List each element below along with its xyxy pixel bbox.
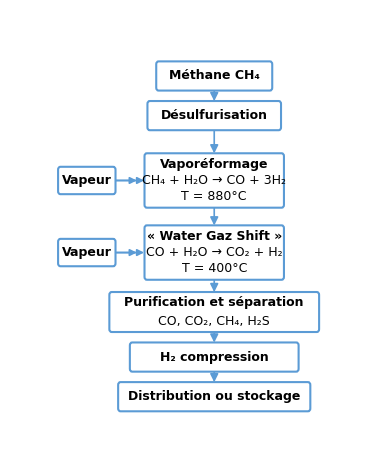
FancyBboxPatch shape bbox=[109, 292, 319, 332]
Text: T = 400°C: T = 400°C bbox=[181, 262, 247, 275]
FancyBboxPatch shape bbox=[58, 167, 116, 194]
FancyBboxPatch shape bbox=[118, 382, 310, 411]
FancyArrowPatch shape bbox=[116, 250, 135, 256]
FancyArrowPatch shape bbox=[116, 178, 142, 183]
Text: « Water Gaz Shift »: « Water Gaz Shift » bbox=[147, 230, 282, 243]
Text: CH₄ + H₂O → CO + 3H₂: CH₄ + H₂O → CO + 3H₂ bbox=[142, 174, 286, 187]
FancyArrowPatch shape bbox=[116, 178, 135, 183]
FancyBboxPatch shape bbox=[144, 154, 284, 208]
Text: CO + H₂O → CO₂ + H₂: CO + H₂O → CO₂ + H₂ bbox=[146, 246, 282, 259]
FancyBboxPatch shape bbox=[144, 226, 284, 280]
Text: Distribution ou stockage: Distribution ou stockage bbox=[128, 390, 301, 403]
Text: Vapeur: Vapeur bbox=[62, 246, 112, 259]
FancyBboxPatch shape bbox=[147, 101, 281, 130]
Text: Méthane CH₄: Méthane CH₄ bbox=[169, 69, 260, 82]
Text: CO, CO₂, CH₄, H₂S: CO, CO₂, CH₄, H₂S bbox=[158, 315, 270, 328]
FancyBboxPatch shape bbox=[58, 239, 116, 266]
Text: Purification et séparation: Purification et séparation bbox=[124, 296, 304, 309]
Text: Vaporéformage: Vaporéformage bbox=[160, 158, 268, 171]
FancyBboxPatch shape bbox=[130, 343, 299, 372]
FancyBboxPatch shape bbox=[156, 61, 272, 91]
Text: Désulfurisation: Désulfurisation bbox=[161, 109, 268, 122]
Text: T = 880°C: T = 880°C bbox=[181, 190, 247, 203]
Text: H₂ compression: H₂ compression bbox=[160, 351, 269, 364]
Text: Vapeur: Vapeur bbox=[62, 174, 112, 187]
FancyArrowPatch shape bbox=[116, 250, 142, 256]
